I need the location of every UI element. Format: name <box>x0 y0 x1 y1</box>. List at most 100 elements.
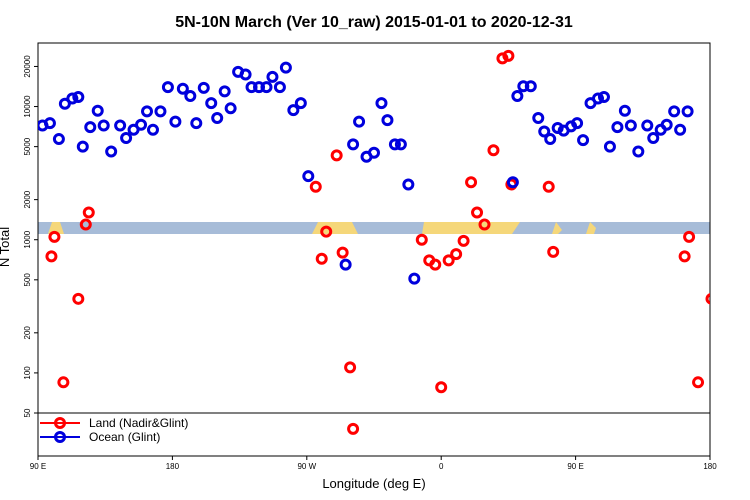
ocean-point <box>302 170 315 183</box>
latitude-band <box>38 222 710 234</box>
ocean-point <box>402 178 415 191</box>
ocean-point <box>517 80 530 93</box>
land-point <box>705 293 710 305</box>
ocean-point <box>184 89 197 102</box>
ocean-point <box>571 117 584 130</box>
ocean-series <box>38 61 694 285</box>
ocean-point <box>141 105 154 118</box>
ocean-point <box>592 92 604 105</box>
ocean-point <box>91 104 104 117</box>
ocean-point <box>279 61 292 74</box>
land-point <box>57 376 70 389</box>
land-point <box>442 254 455 267</box>
ocean-point <box>538 125 551 138</box>
land-point <box>320 225 333 238</box>
ocean-point <box>611 121 624 134</box>
ocean-point <box>532 112 545 125</box>
legend-marker-ocean <box>54 431 66 443</box>
ocean-point <box>161 81 174 94</box>
ocean-point <box>641 119 654 132</box>
land-point <box>547 245 560 258</box>
ocean-point <box>97 119 110 132</box>
land-point <box>330 149 343 162</box>
ocean-point <box>245 81 258 94</box>
y-tick-label: 2000 <box>23 190 32 208</box>
ocean-point <box>135 118 148 131</box>
land-point <box>471 206 484 219</box>
ocean-band <box>38 222 710 234</box>
ocean-point <box>176 82 189 95</box>
land-point <box>465 176 478 189</box>
land-point <box>336 246 349 259</box>
ocean-point <box>146 123 159 136</box>
plot-frame <box>37 42 711 457</box>
ocean-point <box>287 104 300 117</box>
x-tick-label: 90 W <box>297 462 316 471</box>
ocean-point <box>624 119 637 132</box>
x-tick-label: 90 E <box>30 462 46 471</box>
x-tick-label: 180 <box>703 462 717 471</box>
y-tick-label: 20000 <box>23 55 32 78</box>
ocean-point <box>72 90 85 103</box>
ocean-point <box>266 70 279 83</box>
ocean-point <box>84 121 97 134</box>
ocean-point <box>120 132 133 145</box>
y-axis-label: N Total <box>0 227 12 267</box>
land-point <box>72 292 85 305</box>
ocean-point <box>632 145 645 158</box>
land-point <box>713 220 722 229</box>
ocean-point <box>339 258 352 271</box>
y-tick-label: 100 <box>23 366 32 380</box>
ocean-point <box>388 138 401 151</box>
y-tick-label: 1000 <box>23 230 32 248</box>
land-series <box>45 49 722 435</box>
ocean-point <box>618 104 631 117</box>
land-point <box>487 144 500 157</box>
ocean-point <box>347 138 360 151</box>
ocean-point <box>239 68 252 81</box>
land-point <box>309 180 322 193</box>
land-point <box>496 52 509 65</box>
land-point <box>45 250 58 263</box>
ocean-point <box>544 133 557 146</box>
land-point <box>435 381 448 394</box>
ocean-point <box>43 117 56 130</box>
land-point <box>315 252 328 265</box>
land-point <box>79 218 92 231</box>
ocean-point <box>205 97 218 110</box>
ocean-point <box>197 81 210 94</box>
legend-label-land: Land (Nadir&Glint) <box>89 416 188 430</box>
ocean-point <box>681 105 694 118</box>
ocean-point <box>551 122 564 135</box>
land-point <box>450 248 463 261</box>
land-point <box>48 230 61 243</box>
ocean-point <box>190 117 203 130</box>
ocean-point <box>66 92 79 105</box>
y-tick-label: 200 <box>23 326 32 340</box>
ocean-point <box>506 176 519 189</box>
land-point <box>692 376 705 389</box>
x-tick-label: 90 E <box>567 462 583 471</box>
y-tick-label: 500 <box>23 273 32 287</box>
ocean-point <box>408 272 421 285</box>
chart-title: 5N-10N March (Ver 10_raw) 2015-01-01 to … <box>175 14 573 31</box>
legend: Land (Nadir&Glint) Ocean (Glint) <box>40 416 188 444</box>
ocean-point <box>674 123 687 136</box>
ocean-point <box>211 112 224 125</box>
ocean-point <box>647 132 660 145</box>
ocean-point <box>368 146 380 159</box>
land-point <box>457 234 470 247</box>
y-tick-label: 50 <box>23 408 32 417</box>
ocean-point <box>273 81 286 94</box>
land-point <box>344 361 357 374</box>
ocean-point <box>58 97 71 110</box>
ocean-point <box>114 119 127 132</box>
y-tick-label: 5000 <box>23 137 32 155</box>
ocean-point <box>394 138 407 151</box>
ocean-point <box>603 140 616 153</box>
ocean-point <box>253 81 266 94</box>
y-tick-label: 10000 <box>23 95 32 118</box>
land-point <box>429 258 442 271</box>
ocean-point <box>524 80 537 93</box>
